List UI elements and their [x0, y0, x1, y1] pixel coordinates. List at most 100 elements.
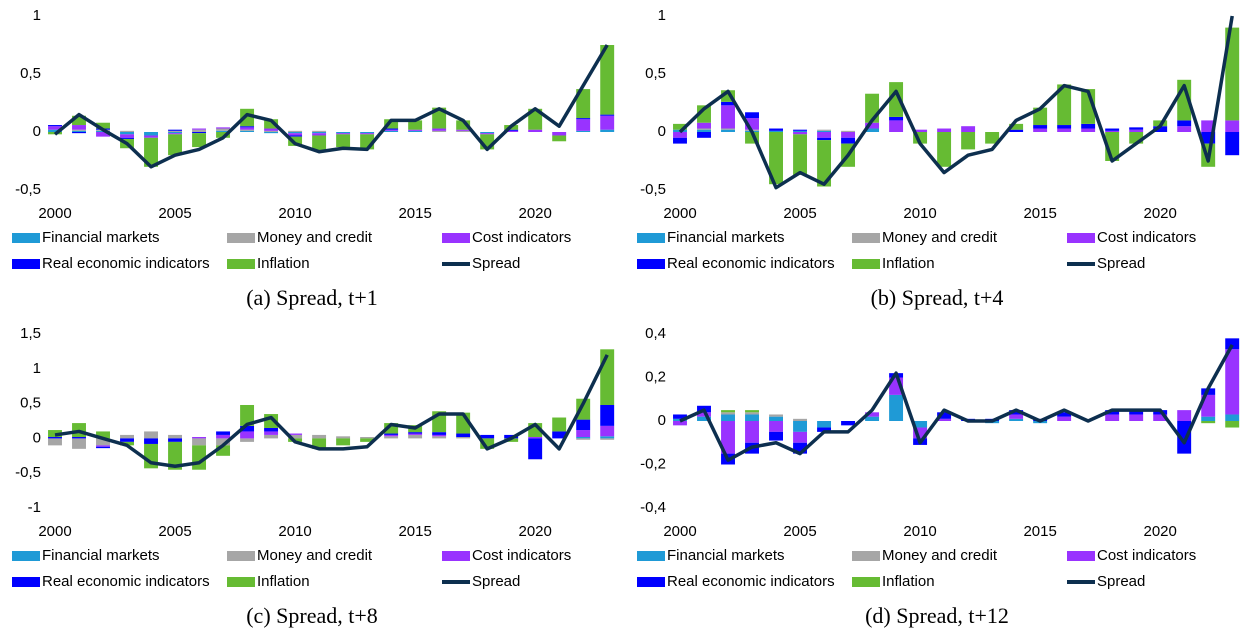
bar-segment — [889, 116, 904, 121]
bar-segment — [769, 128, 783, 131]
bar-segment — [336, 134, 351, 148]
line — [53, 44, 609, 169]
bar-segment — [1177, 126, 1192, 132]
bar-segment — [552, 132, 567, 136]
bar-segment — [600, 404, 615, 426]
bar-segment — [384, 436, 399, 439]
bar-segment — [1177, 421, 1192, 454]
x-tick-label: 2020 — [1143, 205, 1176, 222]
x-tick-label: 2005 — [783, 205, 816, 222]
bar-segment — [216, 445, 231, 456]
legend-swatch — [637, 577, 665, 587]
bar-segment — [817, 130, 832, 132]
bar-segment — [336, 133, 351, 135]
bar-segment — [793, 130, 808, 132]
y-tick-label: 0 — [658, 123, 666, 140]
bar-segment — [240, 404, 255, 426]
bar-segment — [817, 137, 832, 141]
bar-segment — [673, 414, 687, 419]
bar-segment — [576, 419, 591, 431]
bar-segment — [72, 125, 86, 130]
bar-segment — [745, 412, 759, 415]
bar-segment — [456, 130, 471, 132]
bar-segment — [745, 132, 759, 144]
bar-segment — [144, 132, 158, 136]
legend-label: Real economic indicators — [42, 255, 210, 272]
legend-label: Financial markets — [42, 229, 160, 246]
bar-segment — [384, 129, 399, 131]
y-tick-label: 0 — [658, 412, 666, 429]
bar-segment — [528, 438, 543, 460]
bar-segment — [528, 108, 543, 130]
bar-segment — [745, 421, 759, 443]
bar-segment — [841, 137, 856, 144]
bar-segment — [937, 132, 952, 167]
bar-segment — [456, 120, 471, 130]
y-tick-label: -0,5 — [640, 181, 666, 198]
bar-segment — [168, 130, 183, 132]
bar-segment — [745, 112, 759, 119]
bar-segment — [1129, 127, 1144, 130]
x-tick-label: 2010 — [278, 205, 311, 222]
bar-segment — [697, 416, 711, 421]
legend-label: Cost indicators — [472, 229, 571, 246]
bar-segment — [1081, 123, 1096, 129]
bar-segment — [96, 132, 110, 137]
bar-segment — [144, 438, 158, 444]
bar-segment — [168, 434, 183, 439]
bar-segment — [264, 119, 279, 129]
y-tick-label: 0 — [33, 123, 41, 140]
bar-segment — [600, 45, 615, 115]
bar-segment — [1225, 27, 1240, 121]
bar-segment — [1225, 421, 1240, 428]
bar-segment — [697, 412, 711, 417]
bar-segment — [1105, 414, 1120, 421]
bar-segment — [841, 132, 856, 138]
bar-segment — [312, 438, 327, 449]
legend-label: Real economic indicators — [667, 255, 835, 272]
bar-segment — [793, 421, 808, 432]
x-tick-label: 2020 — [518, 205, 551, 222]
bar-segment — [865, 416, 880, 421]
bar-segment — [192, 438, 207, 446]
legend-label: Financial markets — [667, 547, 785, 564]
bar-segment — [913, 427, 928, 439]
bar-segment — [793, 134, 808, 175]
x-tick-label: 2005 — [783, 523, 816, 540]
bar-segment — [576, 89, 591, 119]
bar-segment — [408, 432, 423, 434]
bar-segment — [168, 133, 183, 135]
bar-segment — [96, 446, 110, 449]
legend-label: Cost indicators — [472, 547, 571, 564]
legend-label: Spread — [472, 573, 520, 590]
bar-segment — [769, 414, 783, 417]
bar-segment — [769, 431, 783, 441]
bar-segment — [456, 433, 471, 438]
bar-segment — [144, 431, 158, 439]
bar-segment — [552, 431, 567, 439]
bar-segment — [192, 128, 207, 130]
legend-swatch — [12, 577, 40, 587]
bar-segment — [745, 118, 759, 130]
bar-segment — [144, 135, 158, 138]
bar-segment — [1129, 414, 1144, 421]
bar-segment — [264, 434, 279, 439]
bar-segment — [1129, 132, 1144, 144]
bar-segment — [264, 132, 279, 134]
line — [54, 354, 609, 468]
bar-segment — [721, 90, 735, 102]
bar-segment — [697, 105, 711, 123]
bar-segment — [384, 128, 399, 130]
bar-segment — [240, 126, 255, 128]
bar-segment — [216, 431, 231, 435]
bar-segment — [673, 421, 687, 426]
bar-segment — [961, 132, 976, 150]
bar-segment — [721, 129, 735, 132]
bar-segment — [240, 425, 255, 432]
bar-segment — [120, 438, 134, 442]
legend-label: Spread — [1097, 573, 1145, 590]
bar-segment — [745, 414, 759, 421]
bar-segment — [913, 129, 928, 132]
bar-segment — [336, 436, 351, 439]
bar-segment — [480, 438, 495, 449]
